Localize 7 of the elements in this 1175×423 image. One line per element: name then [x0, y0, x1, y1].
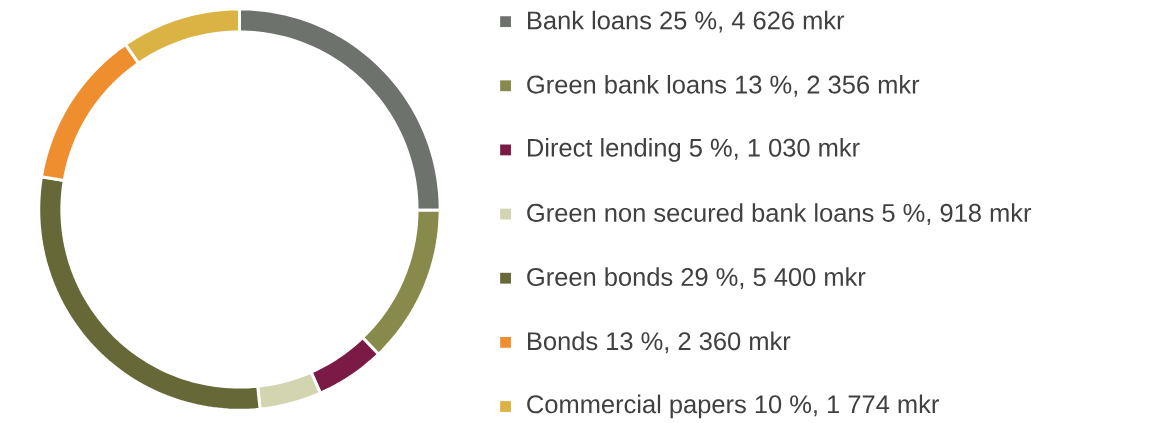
legend-label: Green non secured bank loans 5 %, 918 mkr	[527, 203, 1032, 225]
legend-label: Direct lending 5 %, 1 030 mkr	[528, 138, 860, 162]
legend-label: Bonds 13 %, 2 360 mkr	[528, 331, 791, 354]
legend-label: Bank loans 25 %, 4 626 mkr	[528, 10, 845, 33]
legend-label: Green bank loans 13 %, 2 356 mkr	[527, 74, 920, 97]
legend-label: Commercial papers 10 %, 1 774 mkr	[527, 394, 939, 419]
legend-label: Green bonds 29 %, 5 400 mkr	[527, 267, 866, 290]
